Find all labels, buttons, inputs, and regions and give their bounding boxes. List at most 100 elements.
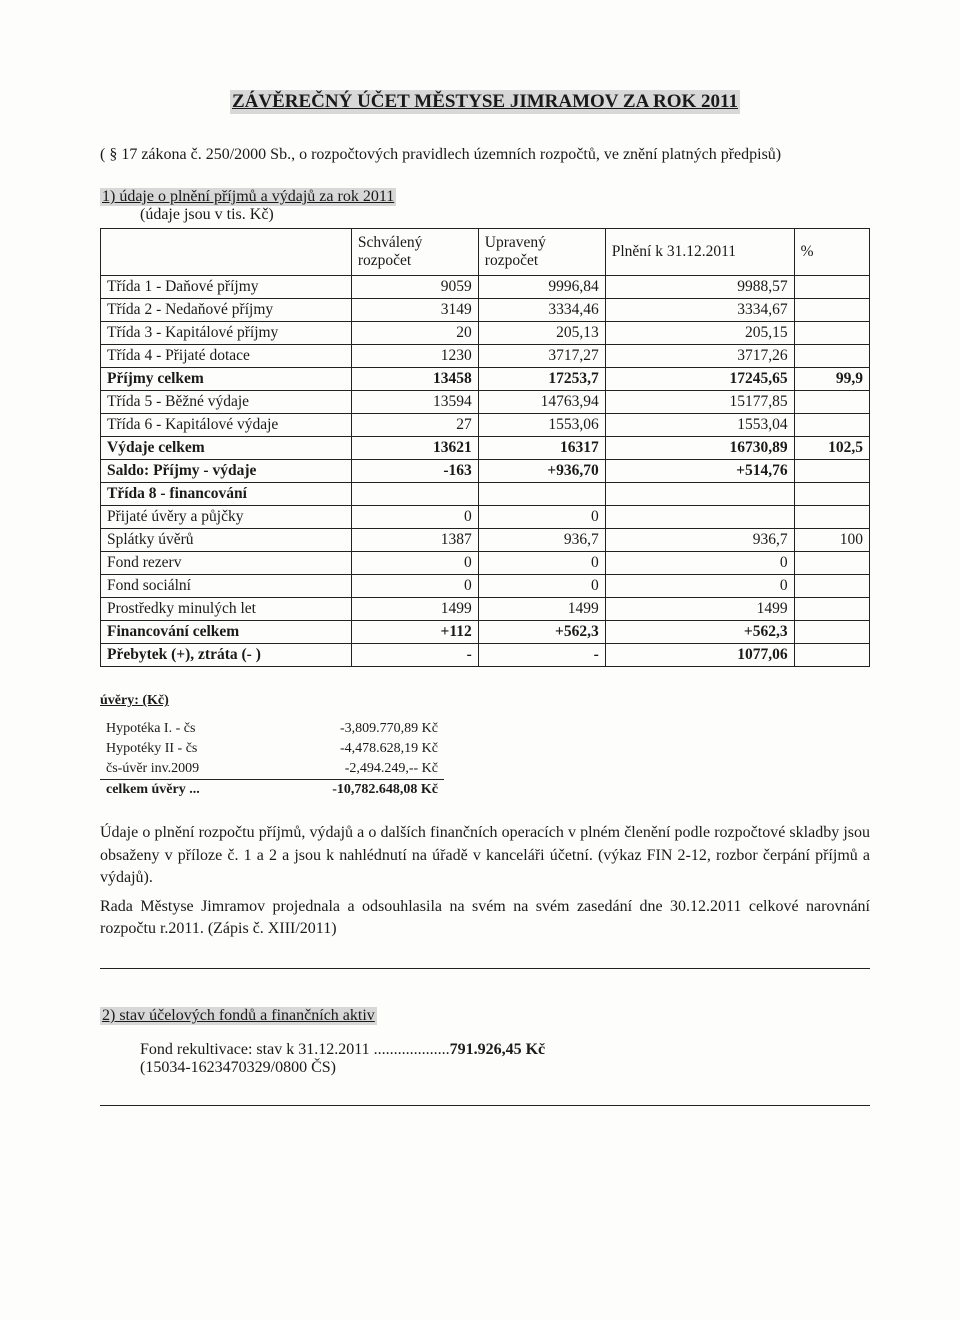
table-cell (794, 414, 869, 437)
table-cell (605, 506, 794, 529)
loan-amount: -3,809.770,89 Kč (272, 719, 444, 739)
table-cell (794, 322, 869, 345)
table-cell: 1499 (351, 598, 478, 621)
loan-amount: -10,782.648,08 Kč (272, 780, 444, 801)
table-cell (794, 391, 869, 414)
title-wrap: ZÁVĚREČNÝ ÚČET MĚSTYSE JIMRAMOV ZA ROK 2… (100, 90, 870, 138)
table-cell: Financování celkem (101, 621, 352, 644)
table-cell: Třída 4 - Přijaté dotace (101, 345, 352, 368)
table-cell: +112 (351, 621, 478, 644)
table-row: Fond sociální000 (101, 575, 870, 598)
loan-label: Hypotéky II - čs (100, 739, 272, 759)
table-cell: 0 (478, 552, 605, 575)
fond-line: Fond rekultivace: stav k 31.12.2011 ....… (140, 1041, 870, 1077)
table-cell: 1230 (351, 345, 478, 368)
document-page: ZÁVĚREČNÝ ÚČET MĚSTYSE JIMRAMOV ZA ROK 2… (0, 0, 960, 1188)
section-2-head: 2) stav účelových fondů a finančních akt… (100, 1007, 377, 1025)
table-cell: 13458 (351, 368, 478, 391)
table-row: Výdaje celkem136211631716730,89102,5 (101, 437, 870, 460)
table-cell: 9988,57 (605, 276, 794, 299)
table-cell: 1553,06 (478, 414, 605, 437)
table-cell: 205,15 (605, 322, 794, 345)
table-cell: 15177,85 (605, 391, 794, 414)
budget-table: Schválený rozpočet Upravený rozpočet Pln… (100, 228, 870, 667)
table-cell: 20 (351, 322, 478, 345)
table-cell: 9996,84 (478, 276, 605, 299)
table-cell: Výdaje celkem (101, 437, 352, 460)
table-row: Přebytek (+), ztráta (- )--1077,06 (101, 644, 870, 667)
table-cell: Třída 3 - Kapitálové příjmy (101, 322, 352, 345)
table-cell: 205,13 (478, 322, 605, 345)
table-cell: 3334,67 (605, 299, 794, 322)
table-header-row: Schválený rozpočet Upravený rozpočet Pln… (101, 229, 870, 276)
table-cell: 3717,26 (605, 345, 794, 368)
table-cell: 936,7 (605, 529, 794, 552)
loan-label: čs-úvěr inv.2009 (100, 759, 272, 780)
table-cell (794, 345, 869, 368)
table-cell: +562,3 (605, 621, 794, 644)
table-row: Třída 2 - Nedaňové příjmy31493334,463334… (101, 299, 870, 322)
table-cell: 0 (351, 506, 478, 529)
loan-label: Hypotéka I. - čs (100, 719, 272, 739)
table-cell: 9059 (351, 276, 478, 299)
table-row: Třída 8 - financování (101, 483, 870, 506)
table-cell: +514,76 (605, 460, 794, 483)
col-adjusted: Upravený rozpočet (478, 229, 605, 276)
table-cell: 0 (351, 552, 478, 575)
table-cell: -163 (351, 460, 478, 483)
table-cell: 0 (605, 575, 794, 598)
table-cell: - (351, 644, 478, 667)
table-cell: Třída 1 - Daňové příjmy (101, 276, 352, 299)
table-cell (794, 644, 869, 667)
divider-2 (100, 1105, 870, 1106)
table-cell: Splátky úvěrů (101, 529, 352, 552)
table-cell: Fond sociální (101, 575, 352, 598)
table-row: Fond rezerv000 (101, 552, 870, 575)
loan-row: Hypotéka I. - čs-3,809.770,89 Kč (100, 719, 444, 739)
table-row: Financování celkem+112+562,3+562,3 (101, 621, 870, 644)
table-cell (478, 483, 605, 506)
table-cell: 102,5 (794, 437, 869, 460)
loan-amount: -2,494.249,-- Kč (272, 759, 444, 780)
table-cell: 27 (351, 414, 478, 437)
table-cell: Třída 6 - Kapitálové výdaje (101, 414, 352, 437)
table-row: Příjmy celkem1345817253,717245,6599,9 (101, 368, 870, 391)
table-cell (351, 483, 478, 506)
table-cell: - (478, 644, 605, 667)
fond-account: (15034-1623470329/0800 ČS) (140, 1059, 336, 1076)
table-row: Třída 5 - Běžné výdaje1359414763,9415177… (101, 391, 870, 414)
table-cell: 13621 (351, 437, 478, 460)
table-cell: +562,3 (478, 621, 605, 644)
table-row: Třída 1 - Daňové příjmy90599996,849988,5… (101, 276, 870, 299)
table-cell (794, 552, 869, 575)
table-cell: 1387 (351, 529, 478, 552)
divider-1 (100, 968, 870, 969)
table-cell: Třída 5 - Běžné výdaje (101, 391, 352, 414)
table-cell: 100 (794, 529, 869, 552)
table-cell (794, 460, 869, 483)
table-cell: 936,7 (478, 529, 605, 552)
loans-heading: úvěry: (Kč) (100, 693, 870, 709)
table-cell: Přebytek (+), ztráta (- ) (101, 644, 352, 667)
table-cell: 1499 (605, 598, 794, 621)
section-1-head: 1) údaje o plnění příjmů a výdajů za rok… (100, 188, 396, 206)
loan-amount: -4,478.628,19 Kč (272, 739, 444, 759)
table-cell: 3334,46 (478, 299, 605, 322)
col-percent: % (794, 229, 869, 276)
col-approved: Schválený rozpočet (351, 229, 478, 276)
table-cell: Saldo: Příjmy - výdaje (101, 460, 352, 483)
table-cell: Fond rezerv (101, 552, 352, 575)
page-title: ZÁVĚREČNÝ ÚČET MĚSTYSE JIMRAMOV ZA ROK 2… (230, 90, 740, 114)
law-reference: ( § 17 zákona č. 250/2000 Sb., o rozpočt… (100, 144, 870, 166)
table-cell: 13594 (351, 391, 478, 414)
loans-table: Hypotéka I. - čs-3,809.770,89 KčHypotéky… (100, 719, 444, 800)
table-cell: 0 (478, 506, 605, 529)
fond-amount: 791.926,45 Kč (450, 1041, 546, 1058)
section-1-sub: (údaje jsou v tis. Kč) (140, 206, 870, 224)
table-cell: 14763,94 (478, 391, 605, 414)
loan-label: celkem úvěry ... (100, 780, 272, 801)
table-cell: Třída 8 - financování (101, 483, 352, 506)
loan-row: celkem úvěry ...-10,782.648,08 Kč (100, 780, 444, 801)
table-cell (794, 276, 869, 299)
table-cell (794, 299, 869, 322)
